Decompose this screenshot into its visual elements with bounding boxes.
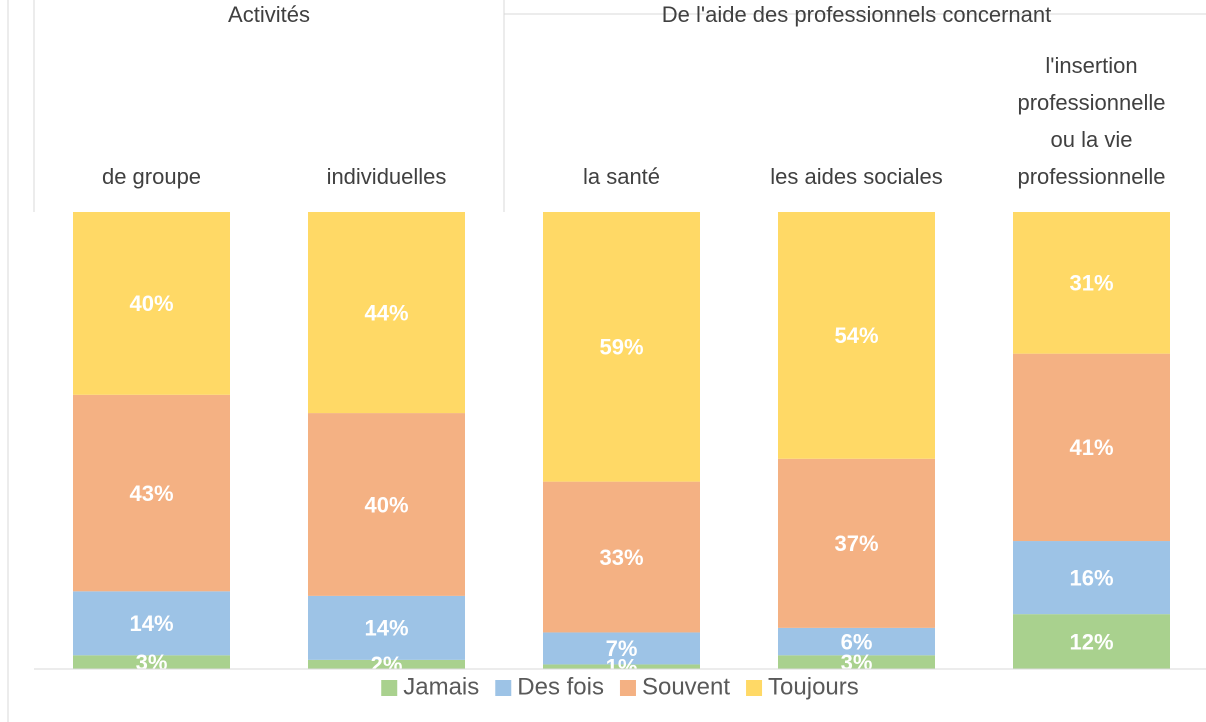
x-tick-label: l'insertion professionnelle ou la vie profe… <box>1018 53 1166 189</box>
x-tick-label: de groupe <box>102 164 201 189</box>
bar-segment <box>308 659 465 669</box>
data-label: 43% <box>129 481 173 506</box>
bar-segment <box>308 413 465 596</box>
data-label: 14% <box>364 616 408 641</box>
x-tick-label: la santé <box>583 164 660 189</box>
bar-segment <box>778 212 935 459</box>
bar-segment <box>73 655 230 669</box>
group-label: De l'aide des professionnels concernant <box>662 2 1051 27</box>
bar-segment <box>543 212 700 482</box>
bar-segment <box>543 632 700 665</box>
data-label: 33% <box>599 545 643 570</box>
data-label: 37% <box>834 531 878 556</box>
bar-segment <box>308 595 465 660</box>
legend-swatch <box>495 680 512 696</box>
data-label: 59% <box>599 335 643 360</box>
legend-label: Jamais <box>403 673 479 700</box>
bar-segment <box>308 212 465 414</box>
bar-segment <box>778 655 935 669</box>
legend-swatch <box>381 680 398 696</box>
bar-segment <box>73 394 230 592</box>
bar-segment <box>1013 614 1170 669</box>
bar-segment <box>1013 353 1170 542</box>
data-label: 41% <box>1069 435 1113 460</box>
bar-segment <box>73 212 230 395</box>
legend-swatch <box>619 680 636 696</box>
bar-segment <box>1013 212 1170 354</box>
data-label: 31% <box>1069 271 1113 296</box>
bar-segment <box>778 458 935 628</box>
bar-segment <box>543 481 700 633</box>
x-tick-label: individuelles <box>327 164 447 189</box>
legend-swatch <box>746 680 763 696</box>
data-label: 40% <box>364 492 408 517</box>
data-label: 54% <box>834 323 878 348</box>
data-label: 3% <box>841 650 873 675</box>
legend-label: Des fois <box>517 673 604 700</box>
data-label: 12% <box>1069 629 1113 654</box>
group-label: Activités <box>228 2 310 27</box>
data-label: 3% <box>136 650 168 675</box>
data-label: 14% <box>129 611 173 636</box>
bar-segment <box>1013 541 1170 615</box>
bar-segment <box>543 664 700 669</box>
data-label: 7% <box>606 636 638 661</box>
data-label: 1% <box>606 655 638 680</box>
data-label: 6% <box>841 629 873 654</box>
legend-label: Souvent <box>642 673 730 700</box>
data-label: 16% <box>1069 565 1113 590</box>
data-label: 44% <box>364 300 408 325</box>
legend-label: Toujours <box>768 673 859 700</box>
bar-segment <box>73 591 230 656</box>
bar-segment <box>778 627 935 656</box>
x-tick-label: les aides sociales <box>770 164 942 189</box>
data-label: 2% <box>371 652 403 677</box>
data-label: 40% <box>129 291 173 316</box>
